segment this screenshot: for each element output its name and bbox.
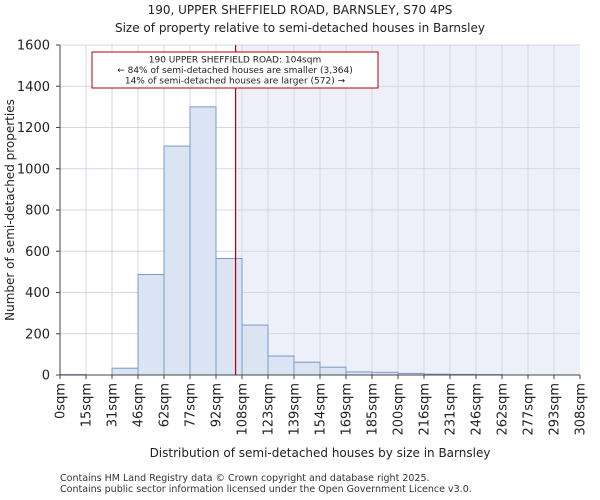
x-tick-label: 185sqm — [366, 383, 381, 436]
y-tick-label: 600 — [25, 245, 50, 260]
y-tick-label: 1000 — [17, 162, 50, 177]
x-tick-label: 277sqm — [522, 383, 537, 436]
x-tick-label: 92sqm — [210, 383, 225, 427]
x-tick-label: 154sqm — [314, 383, 329, 436]
histogram-bar — [241, 324, 269, 376]
y-axis-title: Number of semi-detached properties — [3, 99, 17, 321]
x-tick-label: 15sqm — [80, 383, 95, 427]
x-axis-title: Distribution of semi-detached houses by … — [150, 446, 491, 460]
x-tick-label: 262sqm — [496, 383, 511, 436]
y-tick-label: 1600 — [17, 39, 50, 54]
footer-copyright: Contains HM Land Registry data © Crown c… — [60, 473, 430, 484]
x-tick-label: 46sqm — [132, 383, 147, 427]
annotation-text: 14% of semi-detached houses are larger (… — [125, 77, 346, 87]
annotation-text: 190 UPPER SHEFFIELD ROAD: 104sqm — [149, 56, 321, 66]
histogram-bar — [137, 274, 165, 376]
y-tick-label: 200 — [25, 327, 50, 342]
x-tick-label: 293sqm — [548, 383, 563, 436]
x-tick-label: 123sqm — [262, 383, 277, 436]
x-tick-label: 169sqm — [340, 383, 355, 436]
y-tick-label: 0 — [42, 369, 50, 384]
histogram-bar — [189, 106, 217, 376]
annotation-box — [91, 51, 379, 89]
y-tick-label: 1400 — [17, 80, 50, 95]
x-tick-label: 246sqm — [470, 383, 485, 436]
x-tick-label: 308sqm — [574, 383, 589, 436]
histogram-bar — [293, 361, 321, 376]
histogram-bar — [111, 367, 139, 376]
chart-title: Size of property relative to semi-detach… — [114, 21, 485, 35]
x-tick-label: 139sqm — [288, 383, 303, 436]
footer-licence: Contains public sector information licen… — [60, 484, 472, 495]
x-tick-label: 31sqm — [106, 383, 121, 427]
x-tick-label: 0sqm — [54, 383, 69, 419]
x-tick-label: 77sqm — [184, 383, 199, 427]
y-tick-label: 1200 — [17, 121, 50, 136]
x-tick-label: 231sqm — [444, 383, 459, 436]
histogram-bar — [319, 366, 347, 376]
histogram-bar — [215, 257, 243, 376]
y-tick-label: 400 — [25, 286, 50, 301]
histogram-bar — [267, 355, 295, 376]
y-tick-label: 800 — [25, 204, 50, 219]
histogram-bar — [163, 145, 191, 376]
x-tick-label: 200sqm — [392, 383, 407, 436]
x-tick-label: 108sqm — [236, 383, 251, 436]
x-tick-label: 216sqm — [418, 383, 433, 436]
chart-title-address: 190, UPPER SHEFFIELD ROAD, BARNSLEY, S70… — [147, 3, 453, 17]
annotation-text: ← 84% of semi-detached houses are smalle… — [117, 66, 353, 76]
x-tick-label: 62sqm — [158, 383, 173, 427]
